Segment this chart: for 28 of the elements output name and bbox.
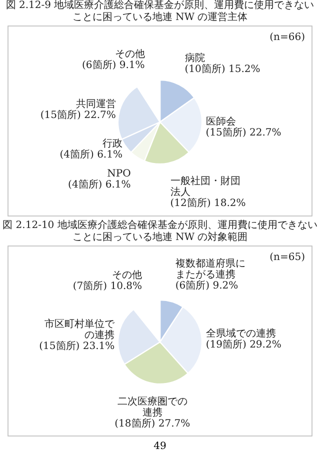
data-label: (15箇所) 22.7%: [40, 108, 116, 121]
slice-label: 医師会: [206, 115, 236, 128]
data-label: (6箇所) 9.1%: [82, 59, 145, 72]
slice-label: 共同運営: [76, 98, 116, 110]
slice-label: その他: [114, 48, 145, 60]
chart-title: 図 2.12-10 地域医療介護総合確保基金が原則、運用費に使用できないことに困っている地連 NW の対象範囲: [2, 220, 318, 244]
data-label: (15箇所) 23.1%: [39, 340, 115, 352]
data-label: (4箇所) 6.1%: [60, 148, 122, 161]
slice-label: 病院: [184, 52, 205, 64]
slice-label: 全県域での連携: [206, 328, 276, 340]
slice-label: 一般社団・財団法人: [170, 175, 240, 198]
data-label: (15箇所) 22.7%: [206, 126, 282, 138]
slice-label: 行政: [102, 138, 122, 150]
data-label: (19箇所) 29.2%: [206, 338, 282, 351]
data-label: (6箇所) 9.2%: [175, 279, 238, 292]
text: (n=66): [270, 32, 306, 43]
data-label: (4箇所) 6.1%: [68, 178, 131, 190]
slice-label: 市区町村単位での連携: [44, 318, 116, 341]
data-label: (7箇所) 10.8%: [72, 280, 142, 292]
slice-label: 二次医療圏での連携: [117, 395, 188, 418]
text: (n=65): [270, 252, 306, 263]
data-label: (12箇所) 18.2%: [170, 197, 246, 210]
slice-label: 複数都道府県にまたがる連携: [175, 257, 246, 280]
data-label: (10箇所) 15.2%: [184, 63, 260, 76]
text: 49: [152, 440, 168, 453]
slice-label: NPO: [107, 168, 131, 180]
data-label: (18箇所) 27.7%: [114, 417, 190, 430]
slice-label: その他: [112, 269, 142, 282]
